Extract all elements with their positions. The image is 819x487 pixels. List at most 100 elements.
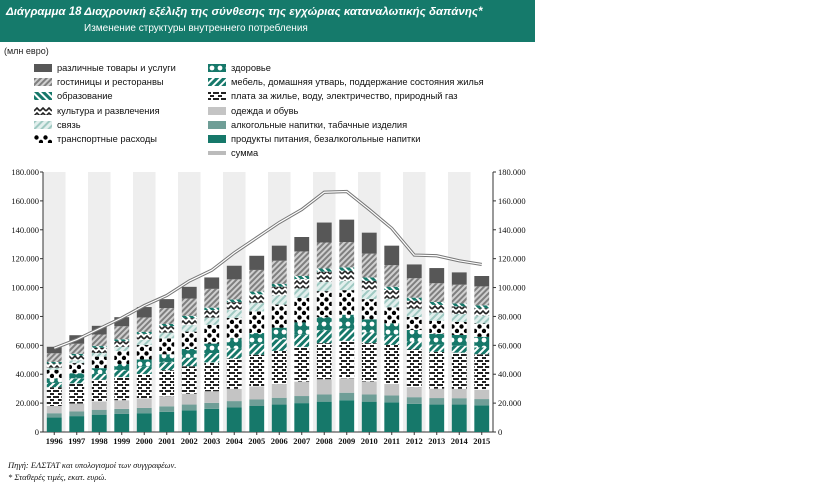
legend-item-плата-за-жилье-воду-электричество-природный-газ: плата за жилье, воду, электричество, при… <box>208 90 458 102</box>
legend-item-одежда-и-обувь: одежда и обувь <box>208 105 298 117</box>
bar-segment-связь-1997 <box>69 360 85 364</box>
bar-segment-продукты-питания-безалкогольные-напитки-2011 <box>384 402 400 432</box>
y-tick-label-right: 40.000 <box>498 369 521 379</box>
bar-segment-образование-2005 <box>249 291 265 295</box>
bar-segment-мебель-домашняя-утварь-поддержание-состояния-жилья-2007 <box>294 334 310 347</box>
legend-swatch <box>208 120 226 129</box>
bar-segment-алкогольные-напитки-табачные-изделия-1998 <box>91 409 107 415</box>
bar-segment-транспортные-расходы-2005 <box>249 311 265 334</box>
x-tick-label: 2008 <box>316 436 333 446</box>
bar-segment-алкогольные-напитки-табачные-изделия-2012 <box>406 397 422 404</box>
y-tick-label-right: 180.000 <box>498 167 526 177</box>
bar-segment-продукты-питания-безалкогольные-напитки-2004 <box>226 407 242 432</box>
bar-segment-алкогольные-напитки-табачные-изделия-2005 <box>249 399 265 406</box>
legend-item-гостиницы-и-ресторанвы: гостиницы и ресторанвы <box>34 76 164 88</box>
bar-segment-мебель-домашняя-утварь-поддержание-состояния-жилья-2008 <box>316 330 332 344</box>
bar-segment-здоровье-2011 <box>384 323 400 336</box>
legend-label: алкогольные напитки, табачные изделия <box>231 119 408 130</box>
bar-segment-продукты-питания-безалкогольные-напитки-2006 <box>271 404 287 432</box>
bar-segment-различные-товары-и-услуги-2013 <box>429 268 445 284</box>
bar-segment-гостиницы-и-ресторанвы-2006 <box>271 260 287 284</box>
bar-segment-гостиницы-и-ресторанвы-2014 <box>451 284 467 304</box>
bar-segment-связь-2002 <box>181 325 197 332</box>
bar-segment-алкогольные-напитки-табачные-изделия-2009 <box>339 392 355 401</box>
bar-stack-1999 <box>114 317 130 432</box>
bar-segment-плата-за-жилье-воду-электричество-природный-газ-2004 <box>226 358 242 389</box>
bar-segment-гостиницы-и-ресторанвы-1996 <box>46 353 62 362</box>
bar-segment-различные-товары-и-услуги-2006 <box>271 245 287 261</box>
bar-stack-2005 <box>249 255 265 432</box>
bar-segment-транспортные-расходы-2014 <box>451 321 467 335</box>
bar-segment-плата-за-жилье-воду-электричество-природный-газ-2006 <box>271 350 287 385</box>
bar-segment-различные-товары-и-услуги-2014 <box>451 272 467 285</box>
total-line <box>54 190 482 349</box>
bar-segment-здоровье-2014 <box>451 334 467 346</box>
bar-segment-культура-и-развлечения-2014 <box>451 306 467 314</box>
bar-segment-образование-2013 <box>429 302 445 305</box>
bar-stack-1998 <box>91 325 107 432</box>
legend-label: гостиницы и ресторанвы <box>57 77 164 88</box>
bar-segment-здоровье-2006 <box>271 327 287 340</box>
bar-segment-мебель-домашняя-утварь-поддержание-состояния-жилья-2000 <box>136 366 152 374</box>
x-tick-label: 2011 <box>383 436 400 446</box>
legend-item-здоровье: здоровье <box>208 62 271 74</box>
bar-segment-плата-за-жилье-воду-электричество-природный-газ-2003 <box>204 362 220 392</box>
y-tick-label-right: 80.000 <box>498 311 521 321</box>
y-tick-label-left: 120.000 <box>11 254 39 264</box>
legend-label: сумма <box>231 148 259 159</box>
bar-segment-связь-2011 <box>384 298 400 308</box>
bar-segment-одежда-и-обувь-2007 <box>294 381 310 397</box>
y-tick-label-right: 100.000 <box>498 283 526 293</box>
bar-segment-различные-товары-и-услуги-2011 <box>384 245 400 266</box>
bar-segment-гостиницы-и-ресторанвы-2008 <box>316 242 332 269</box>
y-tick-label-left: 80.000 <box>16 311 39 321</box>
legend-swatch <box>208 64 226 72</box>
chart-subtitle: Изменение структуры внутреннего потребле… <box>84 23 308 34</box>
bar-segment-плата-за-жилье-воду-электричество-природный-газ-2012 <box>406 349 422 388</box>
bar-segment-транспортные-расходы-2001 <box>159 338 175 355</box>
bar-segment-здоровье-2005 <box>249 333 265 344</box>
bar-segment-одежда-и-обувь-1998 <box>91 401 107 410</box>
bar-segment-одежда-и-обувь-2011 <box>384 383 400 396</box>
unit-label: (млн евро) <box>4 46 49 56</box>
y-tick-label-left: 60.000 <box>16 340 39 350</box>
bar-stack-2009 <box>339 219 355 432</box>
bar-segment-плата-за-жилье-воду-электричество-природный-газ-2008 <box>316 343 332 380</box>
bar-segment-культура-и-развлечения-1997 <box>69 355 85 361</box>
bar-segment-одежда-и-обувь-2005 <box>249 386 265 400</box>
bar-segment-образование-2011 <box>384 286 400 291</box>
bar-segment-связь-2004 <box>226 310 242 319</box>
bar-segment-здоровье-2000 <box>136 359 152 367</box>
bar-segment-продукты-питания-безалкогольные-напитки-2008 <box>316 401 332 432</box>
x-tick-label: 2010 <box>361 436 378 446</box>
bar-segment-плата-за-жилье-воду-электричество-природный-газ-2015 <box>474 354 490 390</box>
bar-segment-продукты-питания-безалкогольные-напитки-1998 <box>91 414 107 432</box>
bar-segment-здоровье-2008 <box>316 317 332 331</box>
bar-segment-различные-товары-и-услуги-2003 <box>204 277 220 289</box>
bar-segment-продукты-питания-безалкогольные-напитки-2001 <box>159 411 175 432</box>
bar-stack-2006 <box>271 245 287 432</box>
bar-segment-транспортные-расходы-2010 <box>361 299 377 320</box>
bar-stack-2004 <box>226 265 242 432</box>
bar-segment-мебель-домашняя-утварь-поддержание-состояния-жилья-2006 <box>271 339 287 351</box>
legend-swatch <box>34 92 52 101</box>
bar-segment-плата-за-жилье-воду-электричество-природный-газ-2009 <box>339 340 355 379</box>
legend-item-культура-и-развлечения: культура и развлечения <box>34 105 160 117</box>
bar-segment-образование-1998 <box>91 346 107 348</box>
bar-segment-здоровье-2013 <box>429 333 445 345</box>
bar-segment-плата-за-жилье-воду-электричество-природный-газ-2002 <box>181 366 197 394</box>
bar-segment-связь-2005 <box>249 302 265 312</box>
bar-segment-различные-товары-и-услуги-2007 <box>294 237 310 252</box>
bar-segment-транспортные-расходы-2011 <box>384 307 400 324</box>
bar-segment-различные-товары-и-услуги-2004 <box>226 265 242 280</box>
bar-segment-продукты-питания-безалкогольные-напитки-2003 <box>204 408 220 432</box>
legend-swatch <box>208 135 226 143</box>
bar-segment-алкогольные-напитки-табачные-изделия-2011 <box>384 395 400 403</box>
bar-segment-образование-2007 <box>294 276 310 280</box>
bar-segment-мебель-домашняя-утварь-поддержание-состояния-жилья-2015 <box>474 347 490 355</box>
bar-segment-одежда-и-обувь-2015 <box>474 389 490 400</box>
bar-stack-2015 <box>474 276 490 432</box>
x-tick-label: 1998 <box>91 436 108 446</box>
bar-segment-гостиницы-и-ресторанвы-2012 <box>406 278 422 298</box>
y-tick-label-left: 160.000 <box>11 196 39 206</box>
